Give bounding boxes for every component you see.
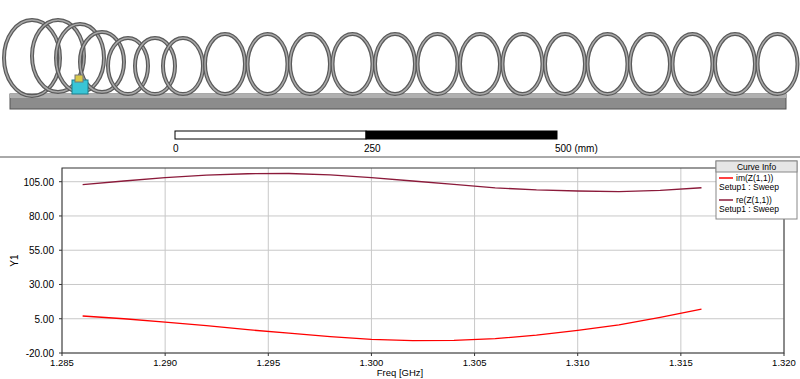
y-grid-line bbox=[62, 250, 784, 251]
helix-ring bbox=[715, 34, 755, 94]
helix-ring bbox=[673, 34, 713, 94]
x-grid-line bbox=[165, 168, 166, 353]
x-tick bbox=[371, 353, 372, 356]
legend-swatch bbox=[719, 177, 733, 179]
grid bbox=[62, 168, 784, 353]
legend-setup: Setup1 : Sweep bbox=[719, 182, 779, 192]
helix-ring bbox=[375, 34, 415, 94]
scale-bar: 0 250 500 (mm) bbox=[173, 131, 598, 154]
y-tick bbox=[59, 353, 62, 354]
y-grid-line bbox=[62, 318, 784, 319]
y-tick bbox=[59, 215, 62, 216]
y-tick-label: 80.00 bbox=[29, 211, 54, 222]
helix-ring-highlight bbox=[418, 34, 458, 94]
panel-separator bbox=[0, 157, 800, 158]
scale-segment bbox=[175, 131, 366, 139]
y-tick bbox=[59, 318, 62, 319]
y-tick-label: 30.00 bbox=[29, 279, 54, 290]
x-tick bbox=[474, 353, 475, 356]
y-axis-label: Y1 bbox=[9, 254, 20, 267]
helix-ring bbox=[503, 34, 543, 94]
helix-ring bbox=[290, 34, 330, 94]
helix-ring bbox=[248, 34, 288, 94]
helix-ring bbox=[758, 34, 798, 94]
feed-probe bbox=[75, 75, 83, 82]
helix-ring bbox=[163, 38, 203, 94]
helix-ring-highlight bbox=[163, 38, 203, 94]
x-tick bbox=[577, 353, 578, 356]
helix-ring bbox=[588, 34, 628, 94]
x-tick bbox=[165, 353, 166, 356]
x-tick bbox=[680, 353, 681, 356]
x-grid-line bbox=[474, 168, 475, 353]
helix-ring-highlight bbox=[588, 34, 628, 94]
series-line bbox=[83, 309, 702, 341]
scale-label: 250 bbox=[364, 143, 381, 154]
helix-ring bbox=[545, 34, 585, 94]
x-tick bbox=[784, 353, 785, 356]
helix-ring-highlight bbox=[333, 34, 373, 94]
helix-ring bbox=[333, 34, 373, 94]
y-tick-label: -20.00 bbox=[26, 348, 55, 359]
x-tick-label: 1.305 bbox=[463, 357, 487, 368]
y-tick bbox=[59, 284, 62, 285]
helix-ring-highlight bbox=[503, 34, 543, 94]
helix-ring-highlight bbox=[205, 34, 245, 94]
scale-label: 500 (mm) bbox=[555, 143, 598, 154]
axes: 1.2851.2901.2951.3001.3051.3101.3151.320… bbox=[9, 177, 796, 378]
helix-ring bbox=[418, 34, 458, 94]
legend-header bbox=[716, 161, 797, 172]
y-tick bbox=[59, 250, 62, 251]
helix-ring-highlight bbox=[758, 34, 798, 94]
y-tick-label: 55.00 bbox=[29, 245, 54, 256]
helix-ring bbox=[630, 34, 670, 94]
legend-box bbox=[716, 161, 797, 219]
y-tick-label: 105.00 bbox=[23, 177, 54, 188]
background bbox=[0, 0, 800, 379]
scale-segment bbox=[366, 131, 557, 139]
plot-frame bbox=[62, 168, 784, 353]
helix-ring-highlight bbox=[673, 34, 713, 94]
legend-title: Curve Info bbox=[737, 162, 776, 172]
ground-plane bbox=[10, 94, 786, 109]
helix-ring-highlight bbox=[375, 34, 415, 94]
helix-ring-highlight bbox=[545, 34, 585, 94]
x-tick-label: 1.295 bbox=[256, 357, 280, 368]
helix-ring-highlight bbox=[630, 34, 670, 94]
helix-ring bbox=[460, 34, 500, 94]
x-tick-label: 1.310 bbox=[566, 357, 590, 368]
x-tick bbox=[268, 353, 269, 356]
x-axis-label: Freq [GHz] bbox=[377, 367, 423, 378]
helix-ring-highlight bbox=[248, 34, 288, 94]
x-grid-line bbox=[680, 168, 681, 353]
y-grid-line bbox=[62, 215, 784, 216]
x-grid-line bbox=[268, 168, 269, 353]
helix-ring-highlight bbox=[715, 34, 755, 94]
series-lines bbox=[83, 173, 702, 340]
helix-model bbox=[4, 20, 798, 109]
helix-ring-highlight bbox=[460, 34, 500, 94]
x-tick-label: 1.315 bbox=[669, 357, 693, 368]
legend-setup: Setup1 : Sweep bbox=[719, 204, 779, 214]
canvas: 0250500 (mm)1.2851.2901.2951.3001.3051.3… bbox=[0, 0, 800, 379]
y-grid-line bbox=[62, 284, 784, 285]
x-grid-line bbox=[371, 168, 372, 353]
x-grid-line bbox=[577, 168, 578, 353]
legend-swatch bbox=[719, 199, 733, 201]
x-tick-label: 1.290 bbox=[153, 357, 177, 368]
x-tick-label: 1.320 bbox=[772, 357, 796, 368]
y-tick bbox=[59, 181, 62, 182]
legend: Curve Infoim(Z(1,1))Setup1 : Sweepre(Z(1… bbox=[716, 161, 797, 219]
helix-ring bbox=[205, 34, 245, 94]
helix-ring-highlight bbox=[290, 34, 330, 94]
series-line bbox=[83, 173, 702, 191]
y-tick-label: 5.00 bbox=[35, 314, 55, 325]
scale-label: 0 bbox=[173, 143, 179, 154]
